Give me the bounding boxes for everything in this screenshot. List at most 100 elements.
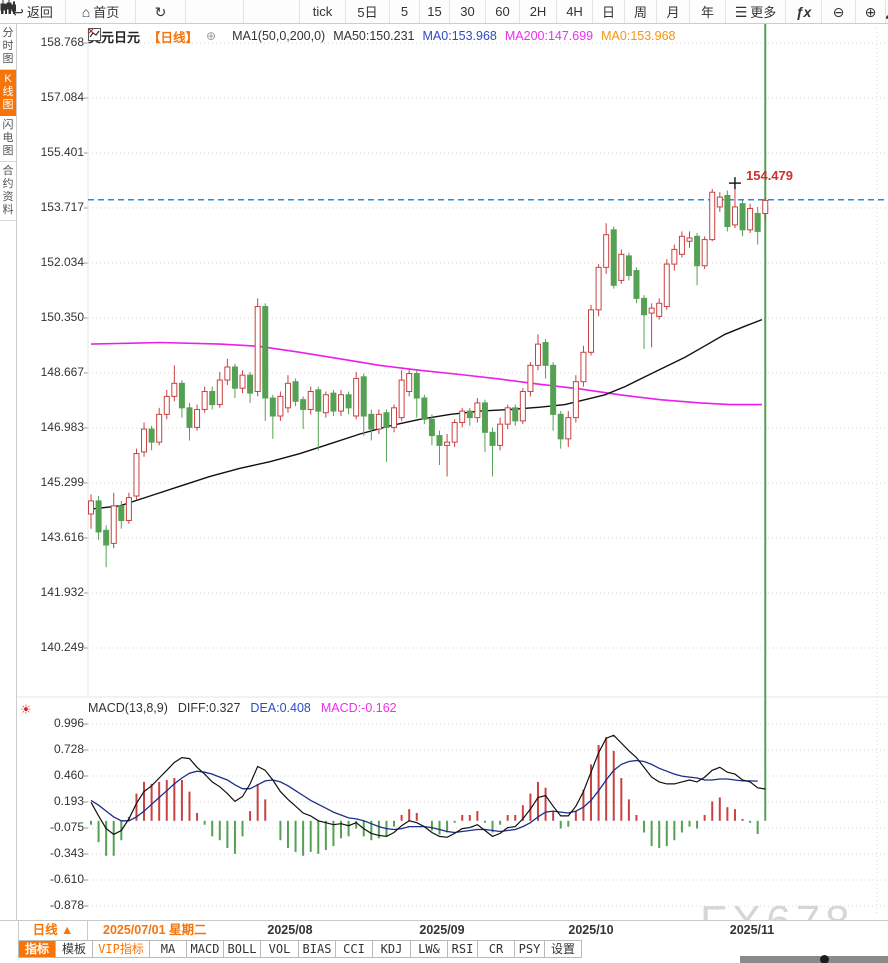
- indicator-tab-VIP指标[interactable]: VIP指标: [93, 941, 150, 957]
- indicator-fx-button[interactable]: ƒx: [786, 0, 822, 23]
- zoom-in-button[interactable]: ⊕: [856, 0, 886, 23]
- period-5d[interactable]: 5日: [346, 0, 390, 23]
- macd-dea-value: DEA:0.408: [250, 701, 311, 715]
- x-axis-row: 日线 ▲ 2025/07/01 星期二 2025/08 2025/09 2025/1…: [0, 920, 888, 940]
- macd-title: MACD(13,8,9): [88, 701, 168, 715]
- macd-y-label: -0.075: [49, 820, 84, 834]
- draw-button[interactable]: ◢: [886, 0, 888, 23]
- back-button[interactable]: ↩ 返回: [0, 0, 66, 23]
- period-15[interactable]: 15: [420, 0, 450, 23]
- period-selector[interactable]: 日线 ▲: [18, 921, 88, 940]
- indicator-tab-KDJ[interactable]: KDJ: [373, 941, 411, 957]
- macd-y-label: -0.343: [49, 846, 84, 860]
- toolbar-label: 年: [700, 5, 714, 20]
- toolbar-label: 4H: [566, 4, 583, 19]
- indicator-tab-模板[interactable]: 模板: [56, 941, 93, 957]
- toolbar-label: 月: [666, 5, 680, 20]
- main-y-label: 157.084: [40, 90, 84, 104]
- indicator-tab-指标[interactable]: 指标: [18, 941, 56, 957]
- period-week[interactable]: 周: [625, 0, 657, 23]
- macd-header: MACD(13,8,9) DIFF:0.327 DEA:0.408 MACD:-…: [88, 701, 397, 715]
- period-day[interactable]: 日: [593, 0, 625, 23]
- indicator-tab-BIAS[interactable]: BIAS: [299, 941, 336, 957]
- toolbar-label: 首页: [93, 5, 120, 20]
- symbol-name: 美元日元: [88, 29, 141, 45]
- sidebar-tab-3[interactable]: 合约资料: [0, 162, 16, 221]
- ma200-value: MA200:147.699: [504, 29, 594, 43]
- scrollbar-knob[interactable]: [820, 955, 829, 963]
- sidebar-tab-0[interactable]: 分时图: [0, 24, 16, 70]
- toolbar-label: 5日: [357, 5, 378, 20]
- refresh-button[interactable]: ↻: [136, 0, 186, 23]
- period-60[interactable]: 60: [486, 0, 520, 23]
- main-y-label: 146.983: [40, 420, 84, 434]
- main-y-label: 152.034: [40, 255, 84, 269]
- main-y-label: 153.717: [40, 200, 84, 214]
- period-tick[interactable]: tick: [300, 0, 346, 23]
- macd-y-label: 0.728: [53, 742, 84, 756]
- indicator-tab-RSI[interactable]: RSI: [448, 941, 478, 957]
- indicator-tab-PSY[interactable]: PSY: [515, 941, 545, 957]
- macd-diff-value: DIFF:0.327: [177, 701, 241, 715]
- menu-icon: ☰: [734, 3, 748, 20]
- period-month[interactable]: 月: [657, 0, 690, 23]
- macd-y-label: 0.460: [53, 768, 84, 782]
- indicator-tab-VOL[interactable]: VOL: [261, 941, 299, 957]
- sidebar-tab-1[interactable]: K线图: [0, 70, 16, 116]
- indicator-tab-CCI[interactable]: CCI: [336, 941, 373, 957]
- refresh-icon: ↻: [154, 3, 167, 20]
- toolbar-label: 30: [460, 4, 475, 19]
- candle-chart-button[interactable]: [0, 0, 300, 23]
- horizontal-scrollbar[interactable]: [740, 955, 888, 963]
- home-button[interactable]: ⌂ 首页: [66, 0, 136, 23]
- indicator-tab-设置[interactable]: 设置: [545, 941, 582, 957]
- home-icon: ⌂: [81, 3, 91, 20]
- marked-high-price-label: 154.479: [746, 168, 793, 183]
- toolbar-label: 日: [601, 5, 615, 20]
- toolbar-label: 5: [400, 4, 409, 19]
- macd-value: MACD:-0.162: [320, 701, 397, 715]
- toolbar-label: 更多: [750, 5, 777, 20]
- first-candle-date: 2025/07/01 星期二: [103, 923, 207, 937]
- more-button[interactable]: ☰ 更多: [726, 0, 786, 23]
- period-tag: 【日线】: [148, 30, 199, 45]
- macd-y-label: -0.610: [49, 872, 84, 886]
- toolbar-label: 2H: [529, 4, 547, 19]
- main-y-label: 148.667: [40, 365, 84, 379]
- toolbar-label: 60: [495, 4, 510, 19]
- macd-y-label: -0.878: [49, 898, 84, 912]
- indicator-tab-MACD[interactable]: MACD: [187, 941, 224, 957]
- zoom-out-button[interactable]: ⊖: [822, 0, 856, 23]
- period-5[interactable]: 5: [390, 0, 420, 23]
- ma0-value-blue: MA0:153.968: [422, 29, 497, 43]
- x-axis-month-label: 2025/08: [267, 923, 313, 937]
- back-icon: ↩: [12, 3, 24, 20]
- toolbar-label: tick: [312, 4, 333, 19]
- ma50-value: MA50:150.231: [333, 29, 415, 43]
- line-chart-button[interactable]: [1, 0, 244, 23]
- period-4h[interactable]: 4H: [557, 0, 593, 23]
- macd-y-label: 0.193: [53, 794, 84, 808]
- x-axis-month-label: 2025/09: [419, 923, 465, 937]
- period-2h[interactable]: 2H: [520, 0, 557, 23]
- main-y-label: 141.932: [40, 585, 84, 599]
- x-axis-month-label: 2025/11: [729, 923, 775, 937]
- fx-icon: ƒx: [795, 3, 812, 20]
- toolbar-label: 返回: [26, 5, 53, 20]
- add-indicator-icon[interactable]: ⊕: [206, 29, 217, 43]
- indicator-tab-CR[interactable]: CR: [478, 941, 515, 957]
- indicator-tab-BOLL[interactable]: BOLL: [224, 941, 261, 957]
- main-y-label: 145.299: [40, 475, 84, 489]
- sidebar-tab-2[interactable]: 闪电图: [0, 116, 16, 162]
- indicator-tab-MA[interactable]: MA: [150, 941, 187, 957]
- indicator-settings-icon[interactable]: ☀: [20, 702, 32, 717]
- period-year[interactable]: 年: [690, 0, 726, 23]
- x-axis-month-label: 2025/10: [568, 923, 614, 937]
- zoom-in-icon: ⊕: [864, 3, 877, 20]
- toolbar-label: 15: [427, 4, 442, 19]
- indicator-tab-LW&[interactable]: LW&: [411, 941, 448, 957]
- period-30[interactable]: 30: [450, 0, 486, 23]
